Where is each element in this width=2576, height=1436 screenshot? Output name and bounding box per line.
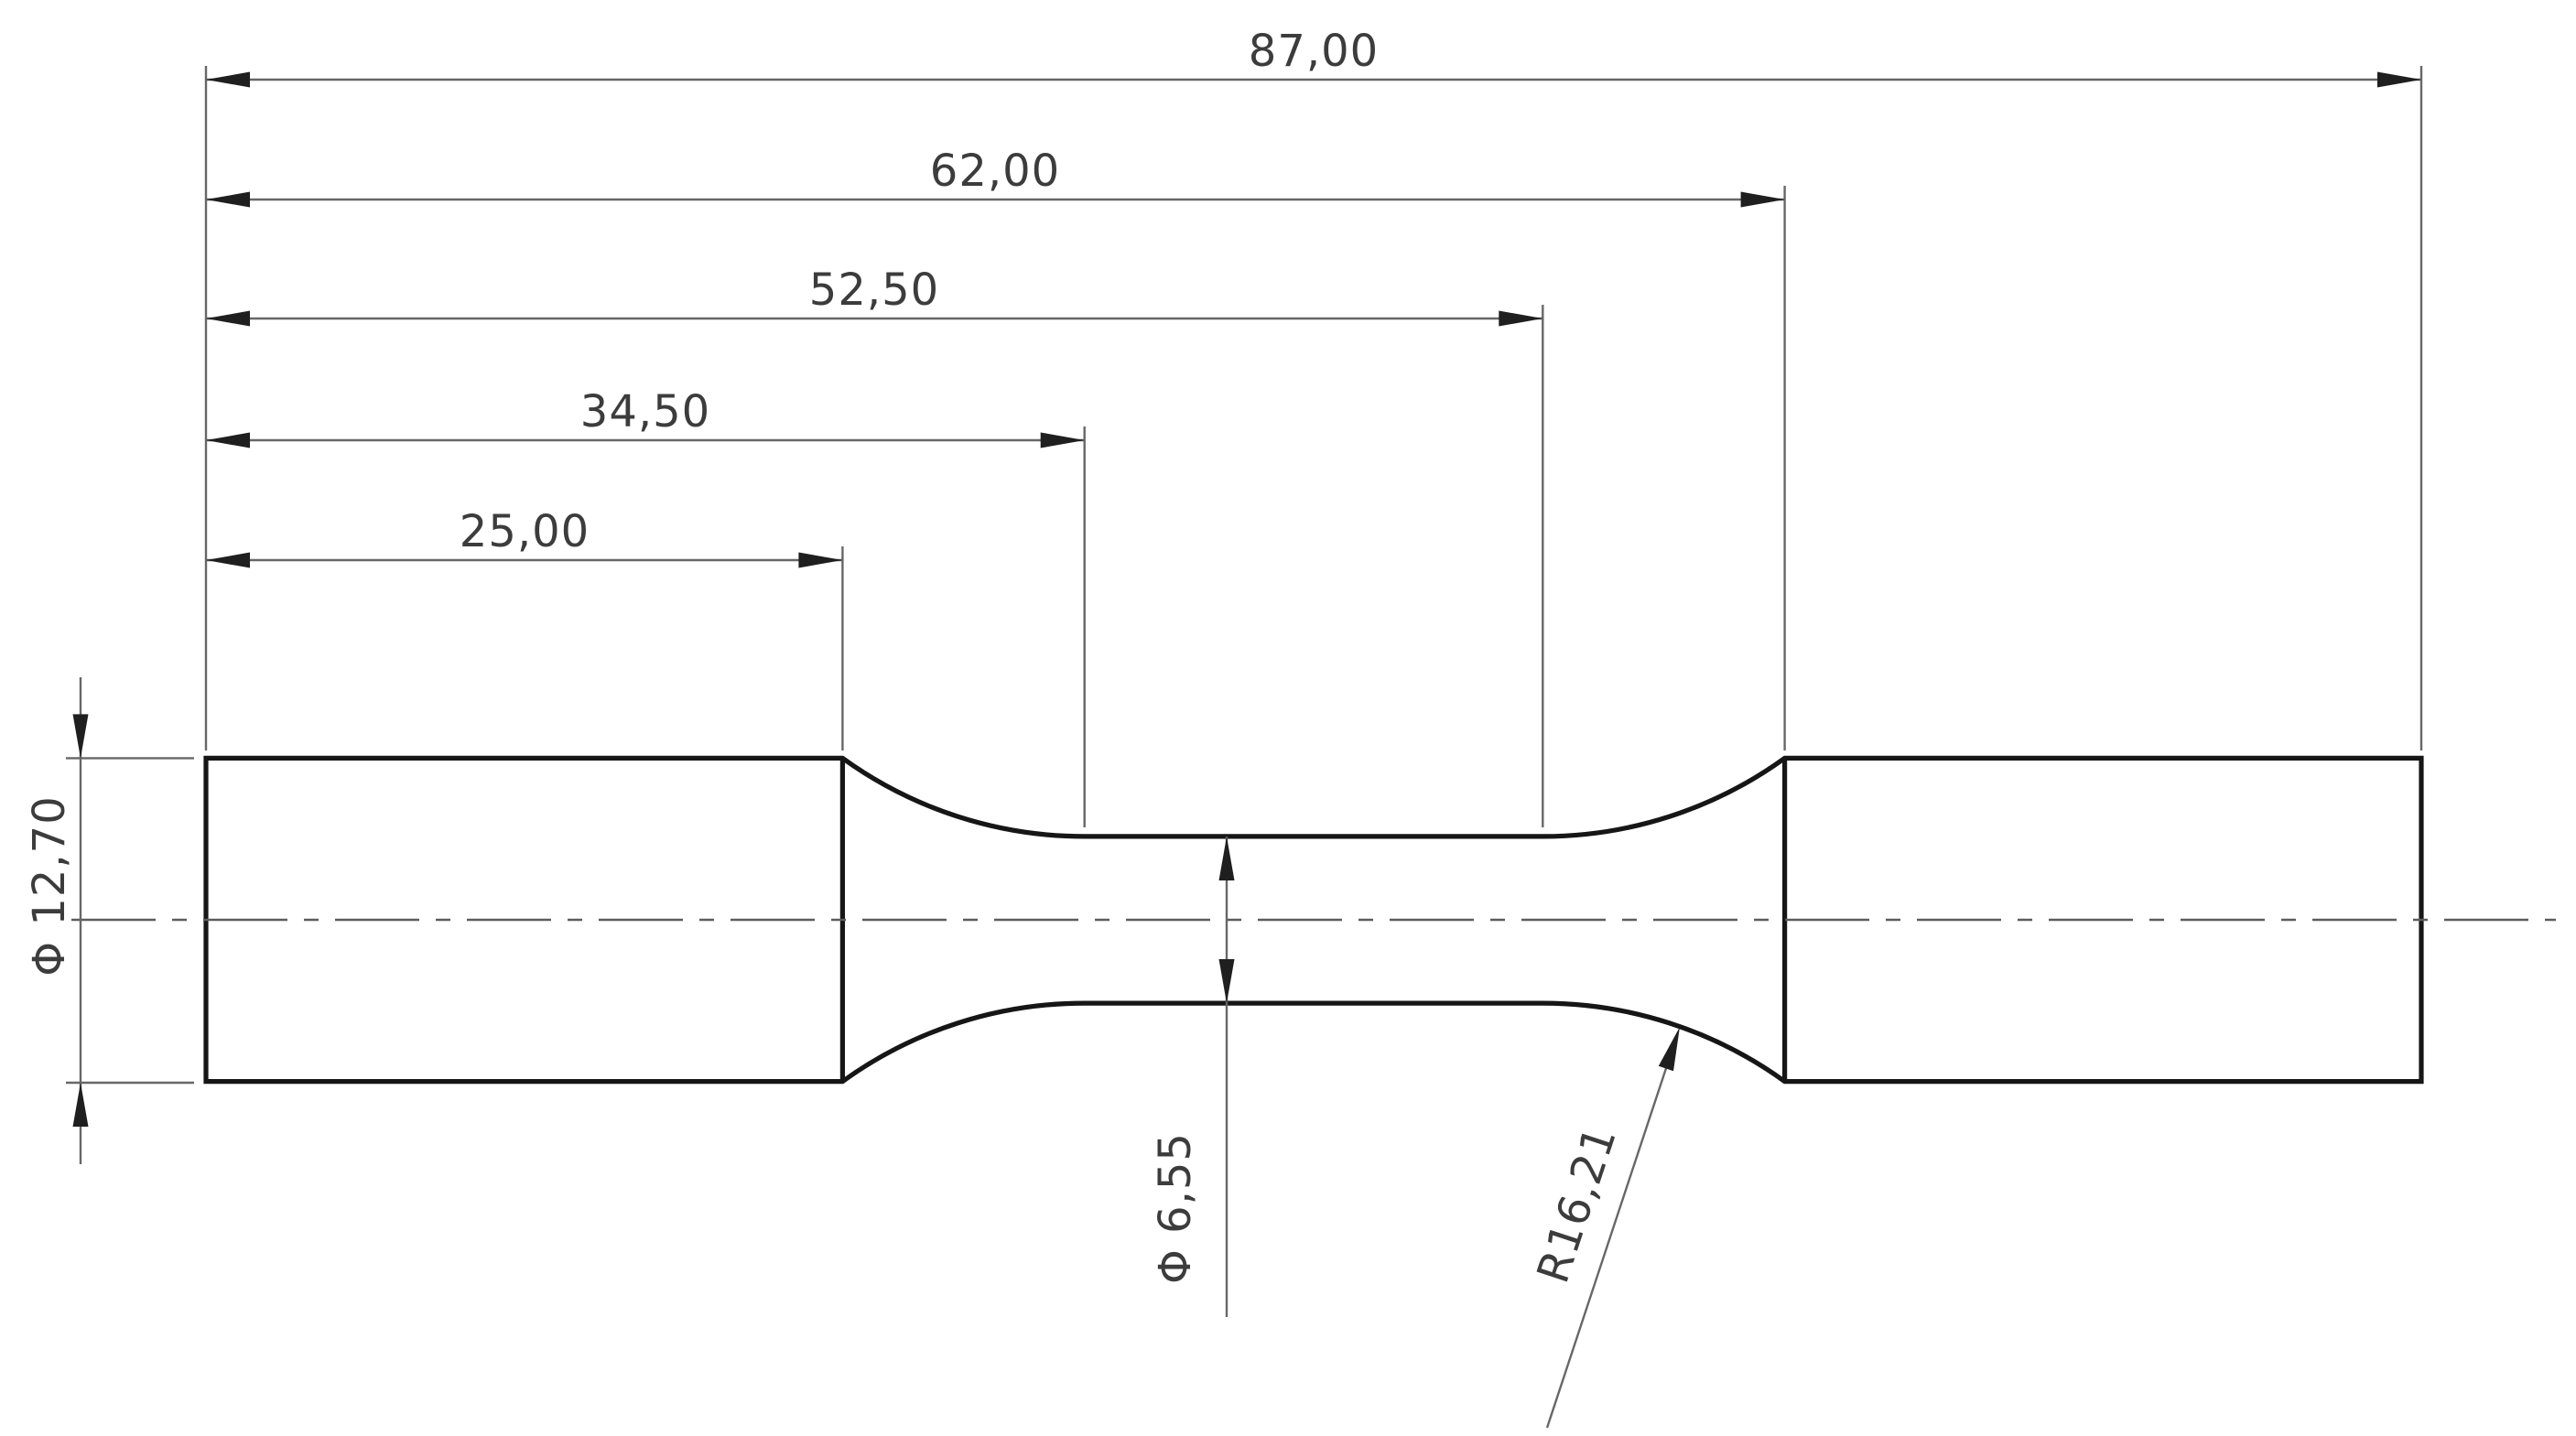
dimension-grip-diameter: Φ 12,70 bbox=[24, 677, 89, 1164]
arrowhead-left bbox=[206, 552, 250, 568]
dimension-62: 62,00 bbox=[206, 146, 1785, 208]
dimension-25: 25,00 bbox=[206, 506, 843, 568]
dimension-34-5: 34,50 bbox=[206, 386, 1085, 448]
specimen-outline bbox=[203, 755, 2424, 1085]
arrowhead-right bbox=[2377, 71, 2421, 88]
specimen bbox=[71, 755, 2556, 1085]
arrowhead-top bbox=[72, 714, 89, 759]
arrowhead-left bbox=[206, 432, 250, 448]
dim-label-25: 25,00 bbox=[460, 506, 590, 557]
dim-label-62: 62,00 bbox=[930, 146, 1060, 197]
arrowhead-left bbox=[206, 310, 250, 327]
dimension-52-5: 52,50 bbox=[206, 265, 1543, 327]
arrowhead-right bbox=[1740, 191, 1785, 208]
arrowhead-bottom bbox=[72, 1083, 89, 1127]
arrowhead-bottom bbox=[1218, 959, 1235, 1004]
dim-label-overall-length: 87,00 bbox=[1249, 26, 1379, 77]
dimension-overall-length: 87,00 bbox=[206, 26, 2421, 88]
dim-label-fillet-radius: R16,21 bbox=[1527, 1119, 1627, 1289]
arrowhead-left bbox=[206, 71, 250, 88]
dimension-gauge-diameter: Φ 6,55 bbox=[1150, 837, 1235, 1317]
dim-label-34-5: 34,50 bbox=[580, 386, 710, 437]
dimension-fillet-radius: R16,21 bbox=[1527, 1027, 1680, 1429]
arrowhead-right bbox=[798, 552, 843, 568]
dim-label-grip-diameter: Φ 12,70 bbox=[24, 795, 75, 976]
arrowhead-right bbox=[1040, 432, 1085, 448]
arrowhead-top bbox=[1218, 837, 1235, 880]
dim-label-gauge-diameter: Φ 6,55 bbox=[1150, 1132, 1201, 1284]
arrowhead-leader bbox=[1658, 1027, 1680, 1072]
dim-label-52-5: 52,50 bbox=[809, 265, 939, 316]
extension-lines bbox=[66, 66, 2423, 1085]
arrowhead-right bbox=[1499, 310, 1543, 327]
arrowhead-left bbox=[206, 191, 250, 208]
radius-leader-line bbox=[1545, 1040, 1677, 1429]
